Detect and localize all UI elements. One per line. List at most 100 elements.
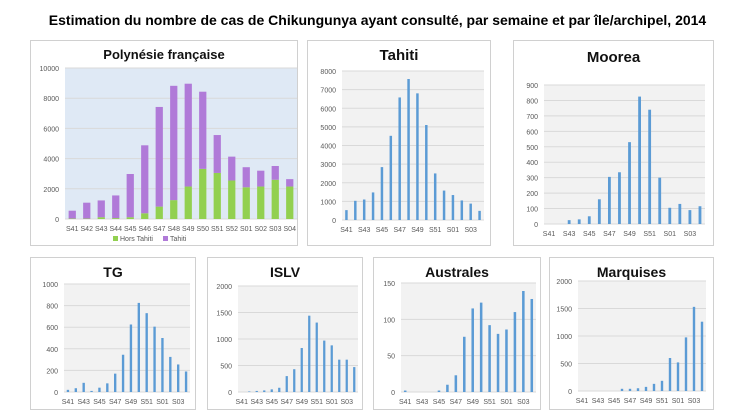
bar (644, 386, 648, 391)
x-tick-label: S45 (583, 231, 596, 238)
bar (660, 380, 664, 391)
bar-tahiti (141, 145, 149, 214)
bar (353, 367, 356, 392)
bar (607, 176, 611, 224)
x-tick-label: S42 (81, 226, 94, 233)
y-tick-label: 150 (383, 281, 395, 288)
bar (293, 369, 296, 392)
chart-svg: 0 2000 4000 6000 8000 10000 S41 S42 S43 S44 S45 S46… (40, 66, 297, 243)
x-tick-label: S41 (236, 399, 249, 406)
chart-title: TG (103, 264, 123, 280)
x-tick-label: S02 (255, 226, 268, 233)
chart-svg: 0 200 400 600 800 1000 S41 S43 S45 S47 S49 S51 S01 S0… (42, 282, 190, 406)
bar-tahiti (112, 195, 120, 219)
x-tick-label: S01 (447, 227, 460, 234)
x-tick-label: S51 (429, 227, 442, 234)
bar-tahiti (271, 165, 279, 180)
bar (460, 200, 464, 220)
chart-panel-tahiti: Tahiti 0 1000 2000 3000 4000 5000 6000 7000 8000 S… (307, 40, 491, 246)
x-tick-label: S43 (358, 227, 371, 234)
bar (416, 93, 419, 220)
bar-hors-tahiti (213, 172, 221, 219)
bar-hors-tahiti (112, 218, 120, 219)
bar-hors-tahiti (286, 186, 294, 219)
x-tick-label: S41 (66, 226, 79, 233)
x-tick-label: S01 (326, 399, 339, 406)
bar (74, 388, 77, 392)
bar (668, 207, 672, 224)
bar (688, 210, 692, 224)
x-tick-label: S47 (109, 399, 122, 406)
bar-tahiti (184, 83, 192, 187)
y-tick-label: 1000 (556, 334, 572, 341)
bar (587, 216, 591, 224)
x-tick-label: S03 (172, 399, 185, 406)
chart-panel-australes: Australes 0 50 100 150 S41 S43 S45 S47 S49 S51 S01 S… (373, 257, 541, 410)
x-tick-label: S04 (284, 226, 297, 233)
chart-panel-marquises: Marquises 0 500 1000 1500 2000 S41 S43 S45 S47 S49… (549, 257, 714, 410)
bar (636, 388, 640, 391)
x-tick-label: S45 (608, 398, 621, 405)
bar (308, 315, 311, 392)
x-tick-label: S03 (684, 231, 697, 238)
bar (577, 219, 581, 224)
bar (169, 356, 172, 392)
bar (66, 389, 70, 392)
y-tick-label: 100 (526, 207, 538, 214)
chart-panel-moorea: Moorea 0 100 200 300 400 500 600 700 800 900 S41 S43… (513, 40, 714, 246)
y-tick-label: 400 (46, 347, 58, 354)
bar (98, 387, 101, 392)
bar (425, 125, 428, 220)
y-tick-label: 600 (526, 129, 538, 136)
bar (248, 391, 251, 392)
bar (628, 388, 632, 391)
bar (597, 199, 601, 224)
bar (479, 302, 483, 392)
bar (285, 376, 288, 392)
bar (678, 203, 682, 224)
bar (153, 326, 156, 392)
bar (371, 192, 375, 220)
bar (270, 389, 273, 392)
legend-label: Tahiti (170, 236, 187, 243)
x-tick-label: S43 (416, 399, 429, 406)
plot-area (401, 283, 536, 392)
bar (433, 173, 437, 220)
bar (471, 308, 474, 392)
bar-tahiti (97, 200, 105, 218)
bar (692, 306, 696, 391)
plot-area (544, 85, 705, 224)
y-tick-label: 10000 (40, 66, 60, 73)
x-tick-label: S48 (168, 226, 181, 233)
chart-svg: 0 50 100 150 S41 S43 S45 S47 S49 S51 S01 S03 (383, 281, 536, 406)
x-tick-label: S41 (399, 399, 412, 406)
y-tick-label: 200 (526, 191, 538, 198)
x-tick-label: S49 (623, 231, 636, 238)
y-tick-label: 4000 (43, 157, 59, 164)
y-tick-label: 0 (55, 217, 59, 224)
chart-svg: 0 500 1000 1500 2000 S41 S43 S45 S47 S49 S51 S01 S03 (556, 279, 706, 405)
bar (567, 220, 571, 224)
y-tick-label: 1000 (42, 282, 58, 289)
x-tick-label: S03 (269, 226, 282, 233)
bar (684, 337, 688, 391)
bar (362, 199, 366, 220)
bar-tahiti (228, 156, 236, 181)
y-tick-label: 2000 (556, 279, 572, 286)
bar-hors-tahiti (155, 206, 163, 219)
x-tick-label: S50 (197, 226, 210, 233)
y-tick-label: 6000 (43, 126, 59, 133)
x-tick-label: S49 (466, 399, 479, 406)
bar (698, 206, 702, 224)
bar (442, 190, 446, 220)
y-tick-label: 1500 (216, 311, 232, 318)
bar (648, 109, 652, 224)
bar (161, 338, 164, 392)
y-tick-label: 6000 (320, 106, 336, 113)
x-tick-label: S47 (603, 231, 616, 238)
y-tick-label: 800 (46, 304, 58, 311)
bar-hors-tahiti (170, 200, 178, 219)
x-tick-label: S49 (182, 226, 195, 233)
bar-hors-tahiti (271, 179, 279, 219)
chart-svg: 0 1000 2000 3000 4000 5000 6000 7000 8000 S41 S43 S… (320, 69, 484, 234)
